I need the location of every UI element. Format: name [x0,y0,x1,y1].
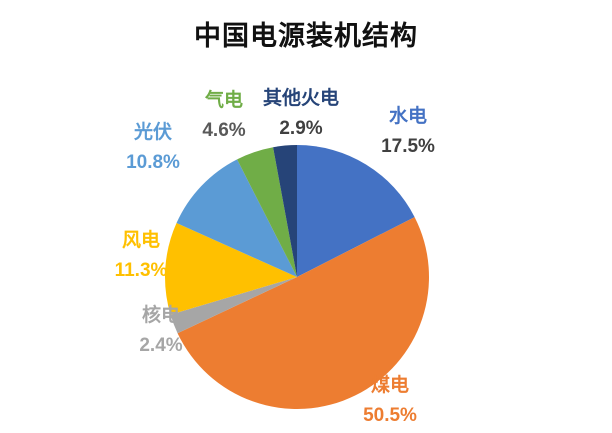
label-wind: 风电 11.3% [79,226,203,287]
category-name: 风电 [121,230,160,251]
category-value: 11.3% [114,260,168,282]
label-nuclear: 核电 2.4% [99,301,223,362]
category-value: 50.5% [363,405,417,427]
category-name: 其他火电 [262,88,339,109]
label-gas: 气电 4.6% [162,86,286,147]
pie-slice-other-thermal [273,145,297,277]
pie-slice-gas [237,147,297,277]
pie-slice-wind [165,223,297,315]
pie-slice-solar [176,159,297,277]
category-name: 气电 [204,90,243,111]
category-value: 2.9% [279,118,323,140]
pie-slice-hydro [297,145,415,277]
chart-title: 中国电源装机结构 [194,21,418,51]
category-value: 17.5% [381,136,435,158]
pie-slice-nuclear [170,277,297,334]
category-name: 光伏 [133,122,172,143]
category-name: 煤电 [370,375,409,396]
pie-slice-coal [177,217,429,409]
label-hydro: 水电 17.5% [346,102,470,163]
category-name: 水电 [388,106,427,127]
category-value: 4.6% [202,120,246,142]
label-other-thermal: 其他火电 2.9% [239,84,363,145]
category-value: 10.8% [126,152,180,174]
category-value: 2.4% [139,335,183,357]
category-name: 核电 [141,305,180,326]
label-coal: 煤电 50.5% [328,371,452,432]
label-solar: 光伏 10.8% [91,118,215,179]
